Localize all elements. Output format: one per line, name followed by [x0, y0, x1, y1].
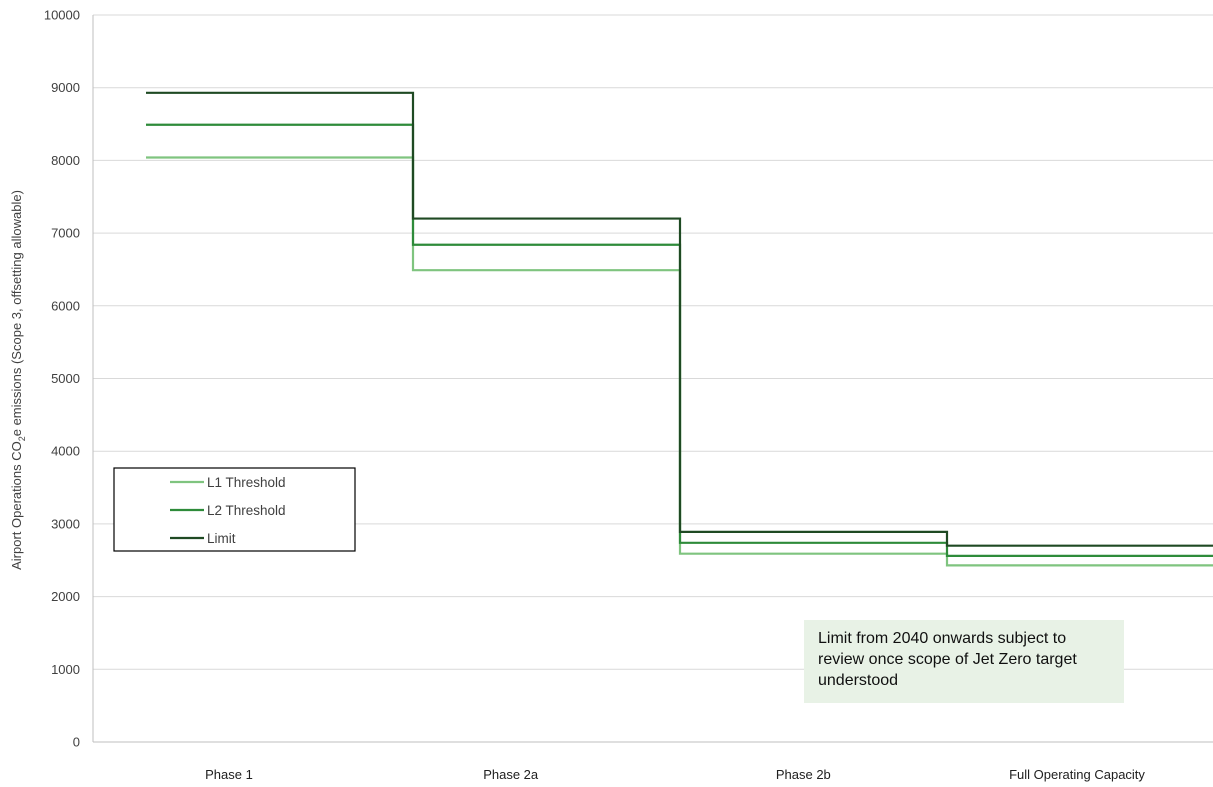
tick-labels: 0 1000 2000 3000 4000 5000 6000 7000 8000 9000 100… [44, 8, 1146, 783]
x-category-label-3: Phase 2b [776, 767, 831, 782]
legend-label-l2-threshold: L2 Threshold [207, 503, 286, 518]
legend-items: L1 Threshold L2 Threshold Limit [170, 475, 286, 546]
y-axis-title-part-2: e emissions (Scope 3, offsetting allowab… [9, 190, 24, 436]
y-tick-label-3000: 3000 [51, 516, 80, 531]
annotation-note: Limit from 2040 onwards subject to revie… [804, 620, 1124, 703]
y-tick-label-1000: 1000 [51, 662, 80, 677]
series-lines [146, 91, 1213, 567]
y-tick-label-10000: 10000 [44, 8, 80, 23]
y-tick-label-0: 0 [73, 735, 80, 750]
x-category-label-4: Full Operating Capacity [1009, 767, 1145, 782]
y-axis-title-subscript: 2 [17, 436, 27, 441]
gridlines [93, 14, 1213, 670]
legend-box [113, 467, 356, 552]
axes [92, 15, 1213, 743]
legend-label-limit: Limit [207, 531, 236, 546]
y-tick-label-7000: 7000 [51, 226, 80, 241]
series-line-limit [146, 91, 1213, 547]
x-category-label-1: Phase 1 [205, 767, 253, 782]
y-tick-label-9000: 9000 [51, 80, 80, 95]
legend-label-l1-threshold: L1 Threshold [207, 475, 286, 490]
x-category-label-2: Phase 2a [483, 767, 539, 782]
y-tick-label-8000: 8000 [51, 153, 80, 168]
y-axis-title: Airport Operations CO2e emissions (Scope… [9, 190, 27, 570]
y-tick-label-6000: 6000 [51, 298, 80, 313]
y-tick-label-2000: 2000 [51, 589, 80, 604]
y-tick-label-5000: 5000 [51, 371, 80, 386]
legend: L1 Threshold L2 Threshold Limit [113, 467, 356, 552]
y-axis-title-part-1: Airport Operations CO [9, 441, 24, 570]
y-tick-label-4000: 4000 [51, 444, 80, 459]
